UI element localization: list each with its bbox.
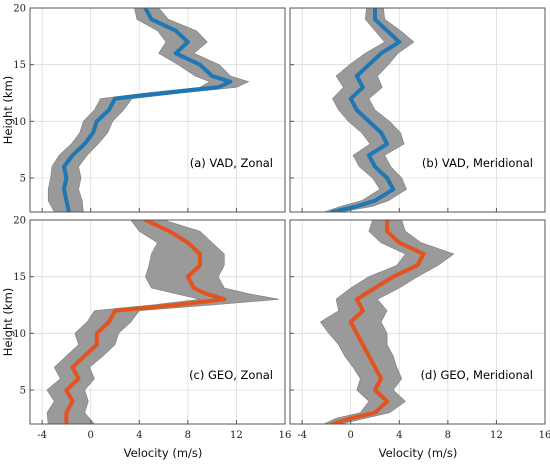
x-axis-label-left: Velocity (m/s)	[124, 446, 203, 460]
y-tick-label: 10	[13, 117, 26, 128]
uncertainty-band	[319, 220, 455, 424]
y-tick-label: 20	[13, 4, 26, 15]
x-tick-label: 16	[279, 430, 292, 441]
mean-profile-line	[62, 8, 233, 212]
y-tick-label: 5	[20, 386, 26, 397]
axes-frame	[29, 7, 286, 213]
panel-b: (b) VAD, Meridional	[289, 7, 546, 213]
panel-d: -4 0 4 8 12 16 (d) GEO, Meridional	[289, 219, 550, 441]
uncertainty-band	[46, 220, 279, 424]
x-tick-label: 4	[396, 430, 402, 441]
y-tick-label: 10	[13, 329, 26, 340]
x-tick-label: 0	[88, 430, 94, 441]
panel-label: (c) GEO, Zonal	[189, 368, 273, 382]
panel-c: -4 0 4 8 12 16 5 10 15 20 (c) GEO, Zonal	[13, 216, 291, 442]
axes-frame	[289, 219, 546, 425]
x-tick-label: 16	[539, 430, 550, 441]
y-axis-label-bottom: Height (km)	[1, 288, 15, 357]
axes-frame	[29, 219, 286, 425]
x-tick-label: 0	[348, 430, 354, 441]
y-tick-label: 15	[13, 60, 26, 71]
axes-frame	[289, 7, 546, 213]
x-tick-label: 12	[230, 430, 243, 441]
y-axis-label-top: Height (km)	[1, 76, 15, 145]
x-tick-label: 8	[185, 430, 191, 441]
x-tick-label: 8	[445, 430, 451, 441]
x-tick-label: 12	[490, 430, 503, 441]
panel-a: 5 10 15 20 (a) VAD, Zonal	[13, 4, 286, 213]
x-tick-label: 4	[136, 430, 142, 441]
uncertainty-band	[47, 8, 250, 212]
y-tick-label: 5	[20, 174, 26, 185]
panel-label: (d) GEO, Meridional	[421, 368, 533, 382]
x-tick-label: -4	[297, 430, 307, 441]
y-tick-label: 15	[13, 272, 26, 283]
x-axis-label-right: Velocity (m/s)	[379, 446, 458, 460]
panel-label: (b) VAD, Meridional	[422, 156, 533, 170]
mean-profile-line	[330, 220, 426, 424]
y-tick-label: 20	[13, 216, 26, 227]
mean-profile-line	[64, 220, 227, 424]
uncertainty-band	[323, 8, 415, 212]
x-tick-label: -4	[37, 430, 47, 441]
panel-label: (a) VAD, Zonal	[190, 156, 273, 170]
mean-profile-line	[330, 8, 402, 212]
